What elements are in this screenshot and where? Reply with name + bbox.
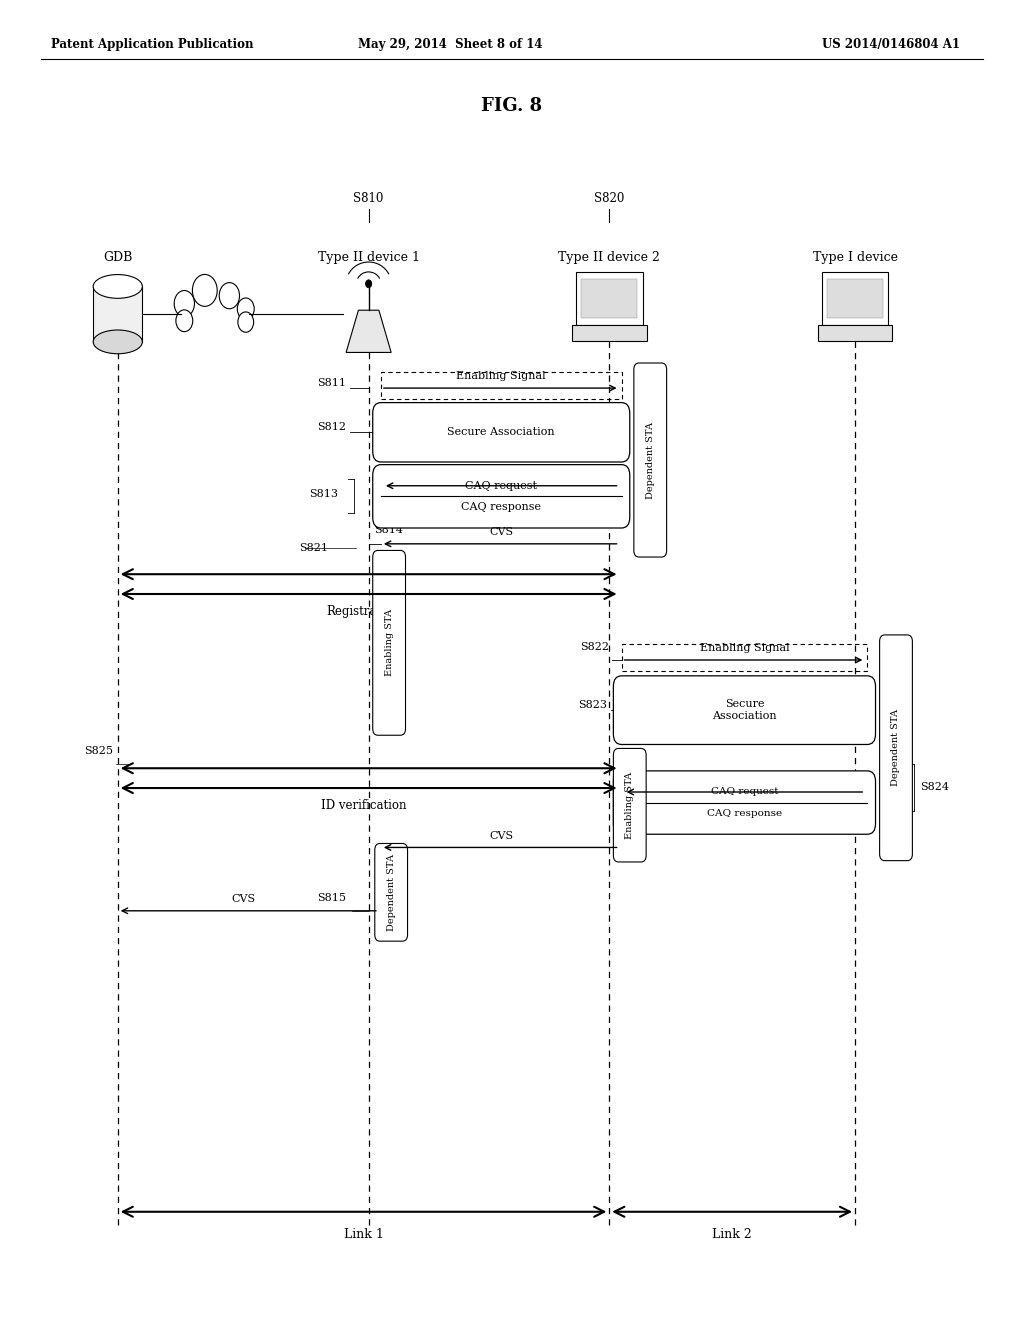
FancyBboxPatch shape <box>613 771 876 834</box>
Text: Link 2: Link 2 <box>713 1228 752 1241</box>
Text: Enabling Signal: Enabling Signal <box>457 371 546 381</box>
Text: S815: S815 <box>317 892 346 903</box>
Text: S826: S826 <box>613 828 642 838</box>
FancyBboxPatch shape <box>827 279 883 318</box>
Text: S812: S812 <box>317 422 346 432</box>
Text: CVS: CVS <box>489 527 513 537</box>
Text: Dependent STA: Dependent STA <box>387 854 395 931</box>
FancyBboxPatch shape <box>375 843 408 941</box>
Bar <box>93 286 142 342</box>
Text: Patent Application Publication: Patent Application Publication <box>51 38 254 51</box>
FancyBboxPatch shape <box>613 748 646 862</box>
Circle shape <box>193 275 217 306</box>
FancyBboxPatch shape <box>373 465 630 528</box>
Ellipse shape <box>93 275 142 298</box>
Text: S814: S814 <box>374 524 402 535</box>
Text: May 29, 2014  Sheet 8 of 14: May 29, 2014 Sheet 8 of 14 <box>358 38 543 51</box>
Text: CAQ response: CAQ response <box>707 809 782 817</box>
FancyBboxPatch shape <box>634 363 667 557</box>
Ellipse shape <box>93 330 142 354</box>
Text: CVS: CVS <box>489 830 513 841</box>
Text: ID verification: ID verification <box>321 799 407 812</box>
Text: S823: S823 <box>579 700 607 710</box>
Text: CAQ request: CAQ request <box>711 788 778 796</box>
Text: Dependent STA: Dependent STA <box>892 709 900 787</box>
Text: FIG. 8: FIG. 8 <box>481 96 543 115</box>
FancyBboxPatch shape <box>373 403 630 462</box>
Text: Type II device 2: Type II device 2 <box>558 251 660 264</box>
Text: S822: S822 <box>581 642 609 652</box>
Text: CAQ request: CAQ request <box>465 480 538 491</box>
Text: Link 1: Link 1 <box>344 1228 383 1241</box>
Circle shape <box>176 310 193 331</box>
Text: Enabling Signal: Enabling Signal <box>699 643 790 653</box>
Text: Registration: Registration <box>327 605 400 618</box>
Text: S824: S824 <box>921 783 949 792</box>
Text: S825: S825 <box>84 746 113 756</box>
Text: Enabling STA: Enabling STA <box>385 610 393 676</box>
Text: S813: S813 <box>309 488 338 499</box>
Text: S821: S821 <box>299 543 328 553</box>
Circle shape <box>238 298 254 319</box>
Text: S820: S820 <box>594 191 625 205</box>
Text: Secure
Association: Secure Association <box>712 700 777 721</box>
Text: US 2014/0146804 A1: US 2014/0146804 A1 <box>822 38 959 51</box>
Text: CAQ response: CAQ response <box>461 502 542 512</box>
FancyBboxPatch shape <box>575 272 643 325</box>
Text: Type I device: Type I device <box>812 251 898 264</box>
Text: Dependent STA: Dependent STA <box>646 421 654 499</box>
Text: S810: S810 <box>353 191 384 205</box>
Text: GDB: GDB <box>103 251 132 264</box>
FancyBboxPatch shape <box>571 325 647 341</box>
FancyBboxPatch shape <box>613 676 876 744</box>
Circle shape <box>366 280 372 288</box>
FancyBboxPatch shape <box>880 635 912 861</box>
Text: Enabling STA: Enabling STA <box>626 772 634 838</box>
Polygon shape <box>346 310 391 352</box>
Text: Secure Association: Secure Association <box>447 428 555 437</box>
FancyBboxPatch shape <box>821 272 888 325</box>
FancyBboxPatch shape <box>817 325 892 341</box>
Text: S811: S811 <box>317 378 346 388</box>
Text: Type II device 1: Type II device 1 <box>317 251 420 264</box>
FancyBboxPatch shape <box>582 279 637 318</box>
Circle shape <box>219 282 240 309</box>
Circle shape <box>238 312 254 333</box>
Circle shape <box>174 290 195 317</box>
FancyBboxPatch shape <box>373 550 406 735</box>
Text: CVS: CVS <box>231 894 255 904</box>
